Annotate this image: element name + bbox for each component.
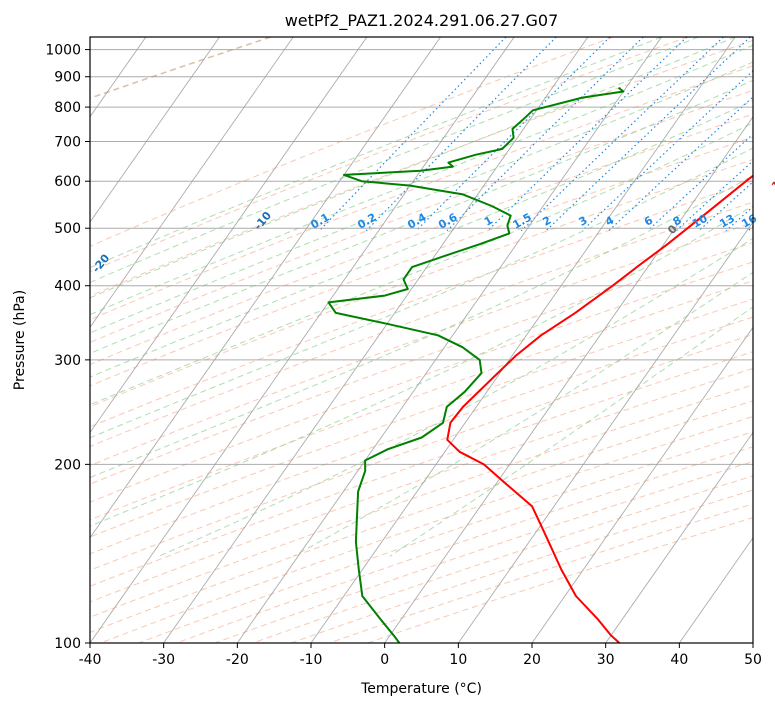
isotherm-line xyxy=(0,37,72,643)
y-tick-label: 300 xyxy=(54,353,81,369)
dry-adiabat xyxy=(90,334,753,571)
mixing-ratio-line xyxy=(415,37,611,232)
mixing-ratio-label: 2 xyxy=(540,214,553,229)
mixing-ratio-line xyxy=(608,96,753,232)
dry-adiabat xyxy=(138,431,753,643)
dry-adiabat xyxy=(214,460,753,643)
y-tick-label: 800 xyxy=(54,100,81,116)
moist-adiabat xyxy=(90,37,662,269)
dry-adiabat xyxy=(90,37,688,273)
x-tick-label: 30 xyxy=(597,652,615,668)
isotherm-line xyxy=(90,37,220,223)
isotherm-line xyxy=(90,37,368,434)
y-axis-label: Pressure (hPa) xyxy=(12,290,28,390)
dry-adiabat xyxy=(90,298,753,538)
dry-adiabat-label: -10 xyxy=(251,209,274,233)
moist-adiabat xyxy=(158,237,753,557)
dry-adiabat xyxy=(90,180,753,428)
parcel-reference-line xyxy=(90,37,271,100)
dry-adiabat xyxy=(90,201,753,447)
moist-adiabat xyxy=(90,205,753,527)
moist-adiabat xyxy=(90,175,753,479)
dry-adiabat xyxy=(90,351,753,587)
x-axis-label: Temperature (°C) xyxy=(360,681,482,697)
dry-adiabat xyxy=(90,37,614,247)
mixing-ratio-line xyxy=(365,37,557,232)
plot-frame xyxy=(89,36,754,644)
data-layer xyxy=(327,87,753,643)
grid-layer xyxy=(0,37,753,643)
mixing-ratio-line xyxy=(647,133,753,232)
y-tick-label: 1000 xyxy=(45,43,81,59)
y-tick-label: 200 xyxy=(54,457,81,473)
dry-adiabat xyxy=(90,113,753,366)
moist-adiabat xyxy=(90,147,753,439)
dry-adiabat xyxy=(90,136,753,387)
x-tick-label: 10 xyxy=(449,652,467,668)
mixing-ratio-line xyxy=(520,37,724,232)
moist-adiabat xyxy=(90,37,736,299)
x-tick-label: 50 xyxy=(744,652,762,668)
y-tick-label: 600 xyxy=(54,174,81,190)
y-tick-label: 400 xyxy=(54,279,81,295)
mixing-ratio-line xyxy=(581,69,753,232)
moist-adiabat xyxy=(292,271,753,557)
x-tick-label: -40 xyxy=(79,652,102,668)
isotherm-line xyxy=(531,326,753,643)
y-tick-label: 900 xyxy=(54,70,81,86)
chart-title: wetPf2_PAZ1.2024.291.06.27.G07 xyxy=(285,11,559,31)
dry-adiabat xyxy=(90,222,753,467)
dry-adiabat xyxy=(90,241,753,485)
dry-adiabat xyxy=(90,280,753,521)
x-tick-label: 40 xyxy=(670,652,688,668)
dry-adiabat xyxy=(90,384,753,618)
y-tick-label: 500 xyxy=(54,221,81,237)
mixing-ratio-line xyxy=(318,37,507,232)
mixing-ratio-line xyxy=(487,37,688,232)
isotherm-line xyxy=(90,37,515,643)
y-tick-label: 700 xyxy=(54,134,81,150)
isotherm-line xyxy=(384,116,753,643)
isotherm-line xyxy=(90,37,294,329)
dry-adiabat xyxy=(90,65,753,321)
isotherm-line xyxy=(605,431,753,643)
x-tick-label: -30 xyxy=(152,652,175,668)
mixing-ratio-label: 3 xyxy=(577,214,590,229)
axis-layer: -40 -30 -20 -10 0 10 20 30 40 50 100 200 300 400 500 60… xyxy=(45,43,762,668)
moist-adiabat xyxy=(389,306,753,557)
x-tick-label: 0 xyxy=(380,652,389,668)
isotherm-line xyxy=(678,536,753,643)
dewpoint-line xyxy=(327,87,625,643)
mixing-ratio-line xyxy=(747,225,753,232)
x-tick-label: -20 xyxy=(226,652,249,668)
x-tick-label: 20 xyxy=(523,652,541,668)
temperature-line xyxy=(446,174,753,643)
dry-adiabat xyxy=(90,158,753,408)
mixing-ratio-line xyxy=(698,181,753,232)
y-tick-label: 100 xyxy=(54,636,81,652)
mixing-ratio-line xyxy=(446,37,644,232)
isotherm-label: 10 xyxy=(769,172,775,192)
isotherm-line xyxy=(457,221,753,643)
dry-adiabat-label: -20 xyxy=(90,251,113,275)
mixing-ratio-label: 4 xyxy=(603,213,616,228)
isotherm-line xyxy=(163,37,589,643)
dry-adiabat xyxy=(90,39,753,297)
isotherm-line xyxy=(90,37,441,539)
isotherm-line xyxy=(752,642,753,643)
dry-adiabat xyxy=(90,316,753,555)
dry-adiabat xyxy=(90,89,753,343)
dry-adiabat xyxy=(176,446,753,643)
isotherm-line xyxy=(310,37,736,643)
mixing-ratio-label: 1 xyxy=(482,214,495,229)
x-tick-label: -10 xyxy=(300,652,323,668)
dry-adiabat xyxy=(90,367,753,603)
dry-adiabat xyxy=(90,261,753,503)
mixing-ratio-label: 6 xyxy=(642,213,655,228)
